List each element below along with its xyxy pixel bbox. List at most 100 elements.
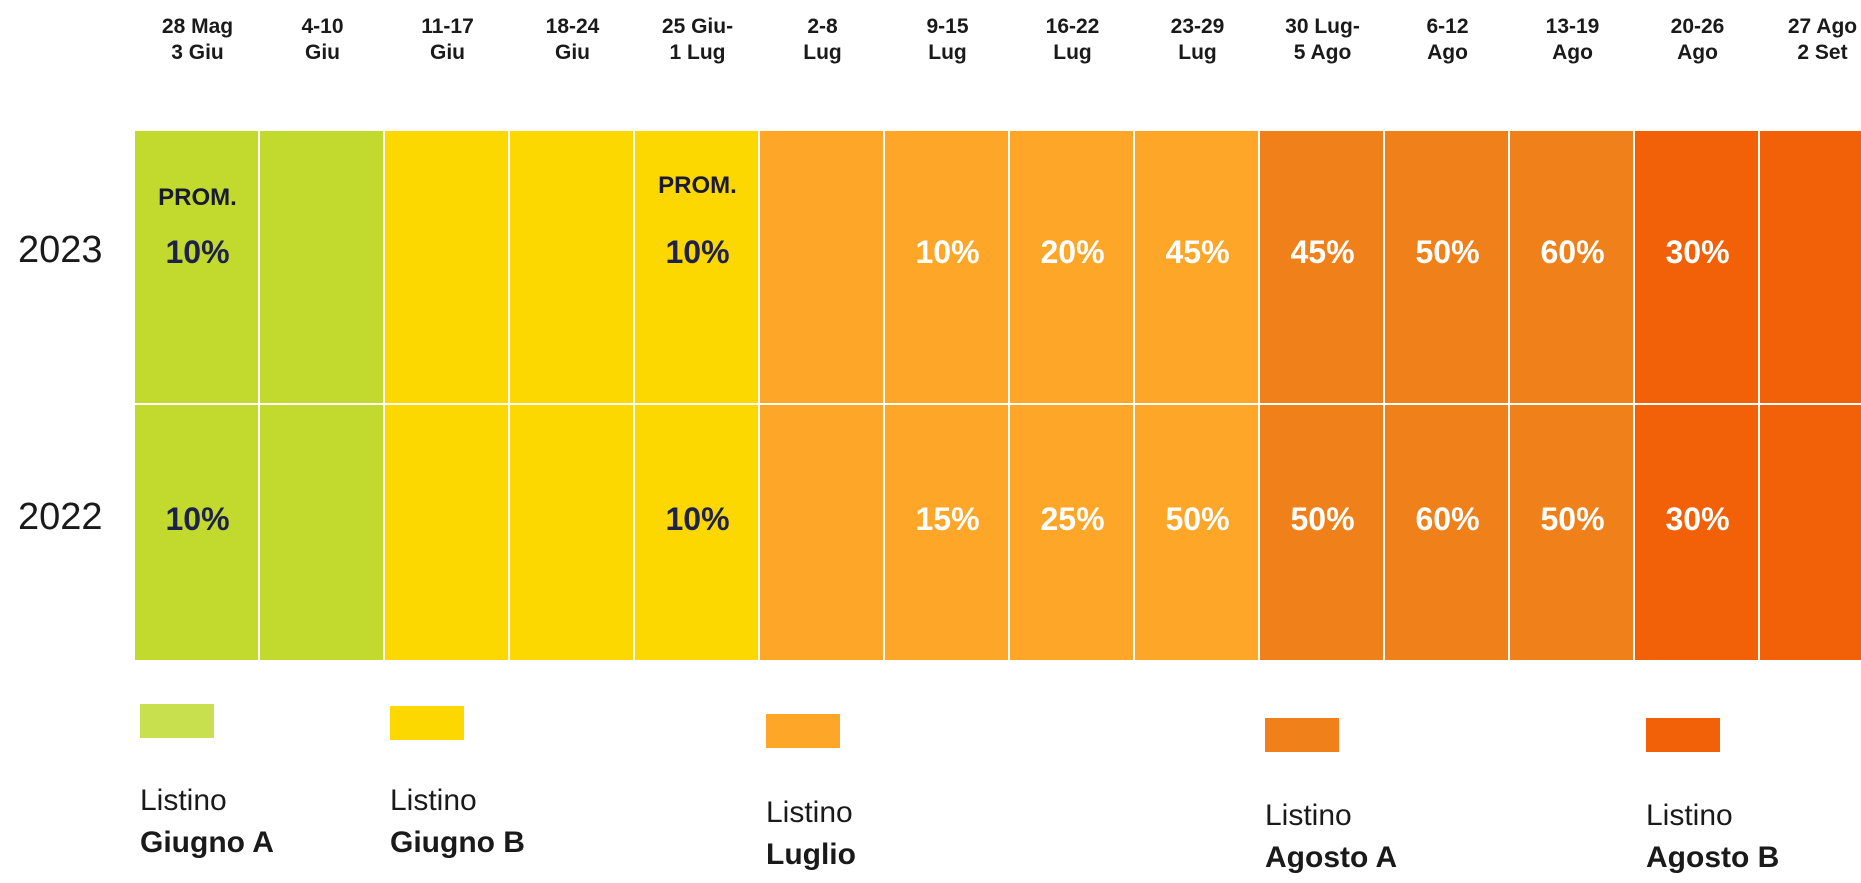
heatmap-cell <box>1010 131 1135 405</box>
week-header-line: 27 Ago <box>1787 15 1858 38</box>
heatmap-cell <box>635 405 760 662</box>
heatmap-cell <box>510 405 635 662</box>
heatmap-cell <box>760 405 885 662</box>
week-header: 25 Giu- 1 Lug <box>635 14 760 66</box>
heatmap-cell <box>260 405 385 662</box>
legend-prefix: Listino <box>766 796 853 829</box>
heatmap-cell <box>1135 405 1260 662</box>
legend-swatch <box>1646 718 1720 752</box>
week-header-line: 11-17 <box>421 15 474 38</box>
legend-swatch <box>390 706 464 740</box>
value-label: 30% <box>1665 234 1730 270</box>
week-header-line: Lug <box>803 41 842 64</box>
week-header: 23-29 Lug <box>1135 14 1260 66</box>
heatmap-cell <box>385 405 510 662</box>
heatmap-cell <box>510 131 635 405</box>
week-header: 9-15 Lug <box>885 14 1010 66</box>
week-header-line: 5 Ago <box>1293 41 1352 64</box>
week-header-line: Giu <box>430 41 465 64</box>
week-header: 16-22 Lug <box>1010 14 1135 66</box>
week-header: 27 Ago 2 Set <box>1760 14 1861 66</box>
week-header: 4-10 Giu <box>260 14 385 66</box>
value-label: 10% <box>665 501 730 537</box>
heatmap-cell <box>1510 131 1635 405</box>
week-header-line: 13-19 <box>1545 15 1600 38</box>
year-label: 2022 <box>18 496 103 538</box>
week-header-line: 30 Lug- <box>1285 15 1360 38</box>
value-label: 25% <box>1040 501 1105 537</box>
legend-name: Luglio <box>766 838 856 871</box>
value-label: 10% <box>165 234 230 270</box>
heatmap-cell <box>1260 131 1385 405</box>
heatmap-cell <box>1760 405 1861 662</box>
heatmap-cell <box>1510 405 1635 662</box>
value-label: 50% <box>1290 501 1355 537</box>
legend-label: Listino Giugno B <box>390 780 525 864</box>
legend-name: Agosto B <box>1646 841 1780 874</box>
week-header-line: Giu <box>305 41 340 64</box>
value-label: 30% <box>1665 501 1730 537</box>
heatmap-cell <box>1260 405 1385 662</box>
value-label: 60% <box>1415 501 1480 537</box>
week-header: 20-26 Ago <box>1635 14 1760 66</box>
heatmap-cell <box>1760 131 1861 405</box>
week-header-line: Ago <box>1552 41 1593 64</box>
heatmap-cell <box>135 405 260 662</box>
heatmap-cell <box>1385 131 1510 405</box>
heatmap-cell <box>385 131 510 405</box>
week-header-line: 3 Giu <box>171 41 224 64</box>
legend-name: Giugno A <box>140 826 274 859</box>
heatmap-cell <box>260 131 385 405</box>
week-header-line: Lug <box>1053 41 1092 64</box>
week-header: 18-24 Giu <box>510 14 635 66</box>
legend-swatch <box>140 704 214 738</box>
week-header-line: 18-24 <box>545 15 600 38</box>
legend-label: Listino Agosto A <box>1265 795 1397 879</box>
value-label: 20% <box>1040 234 1105 270</box>
week-header-line: Giu <box>555 41 590 64</box>
week-header-line: 16-22 <box>1045 15 1100 38</box>
value-label: 15% <box>915 501 980 537</box>
value-label: 10% <box>665 234 730 270</box>
week-header: 30 Lug- 5 Ago <box>1260 14 1385 66</box>
heatmap-cell <box>135 131 260 405</box>
value-label: 50% <box>1165 501 1230 537</box>
week-header: 6-12 Ago <box>1385 14 1510 66</box>
legend-swatch <box>1265 718 1339 752</box>
week-header: 2-8 Lug <box>760 14 885 66</box>
value-label: 50% <box>1540 501 1605 537</box>
week-header-line: 28 Mag <box>161 15 234 38</box>
week-header: 28 Mag 3 Giu <box>135 14 260 66</box>
heatmap-cell <box>1135 131 1260 405</box>
value-label: 50% <box>1415 234 1480 270</box>
value-label: 10% <box>165 501 230 537</box>
week-header-line: 20-26 <box>1670 15 1725 38</box>
heatmap-cell <box>1635 405 1760 662</box>
prom-label: PROM. <box>658 172 737 199</box>
heatmap-cell <box>1385 405 1510 662</box>
week-header-line: 4-10 <box>301 15 344 38</box>
week-header: 13-19 Ago <box>1510 14 1635 66</box>
week-header: 11-17 Giu <box>385 14 510 66</box>
heatmap-cell <box>885 131 1010 405</box>
week-header-line: 2-8 <box>807 15 838 38</box>
value-label: 60% <box>1540 234 1605 270</box>
legend-label: Listino Agosto B <box>1646 795 1779 879</box>
legend-prefix: Listino <box>390 784 477 817</box>
week-header-line: 6-12 <box>1426 15 1469 38</box>
week-header-line: Ago <box>1677 41 1718 64</box>
week-header-line: 23-29 <box>1170 15 1225 38</box>
value-label: 10% <box>915 234 980 270</box>
heatmap-cell <box>885 405 1010 662</box>
week-header-line: 9-15 <box>926 15 969 38</box>
legend-name: Giugno B <box>390 826 525 859</box>
legend-prefix: Listino <box>140 784 227 817</box>
legend-prefix: Listino <box>1265 799 1352 832</box>
heatmap-cell <box>760 131 885 405</box>
week-header-line: 1 Lug <box>669 41 726 64</box>
value-label: 45% <box>1165 234 1230 270</box>
prom-label: PROM. <box>158 184 237 211</box>
legend-name: Agosto A <box>1265 841 1398 874</box>
week-header-line: Lug <box>1178 41 1217 64</box>
